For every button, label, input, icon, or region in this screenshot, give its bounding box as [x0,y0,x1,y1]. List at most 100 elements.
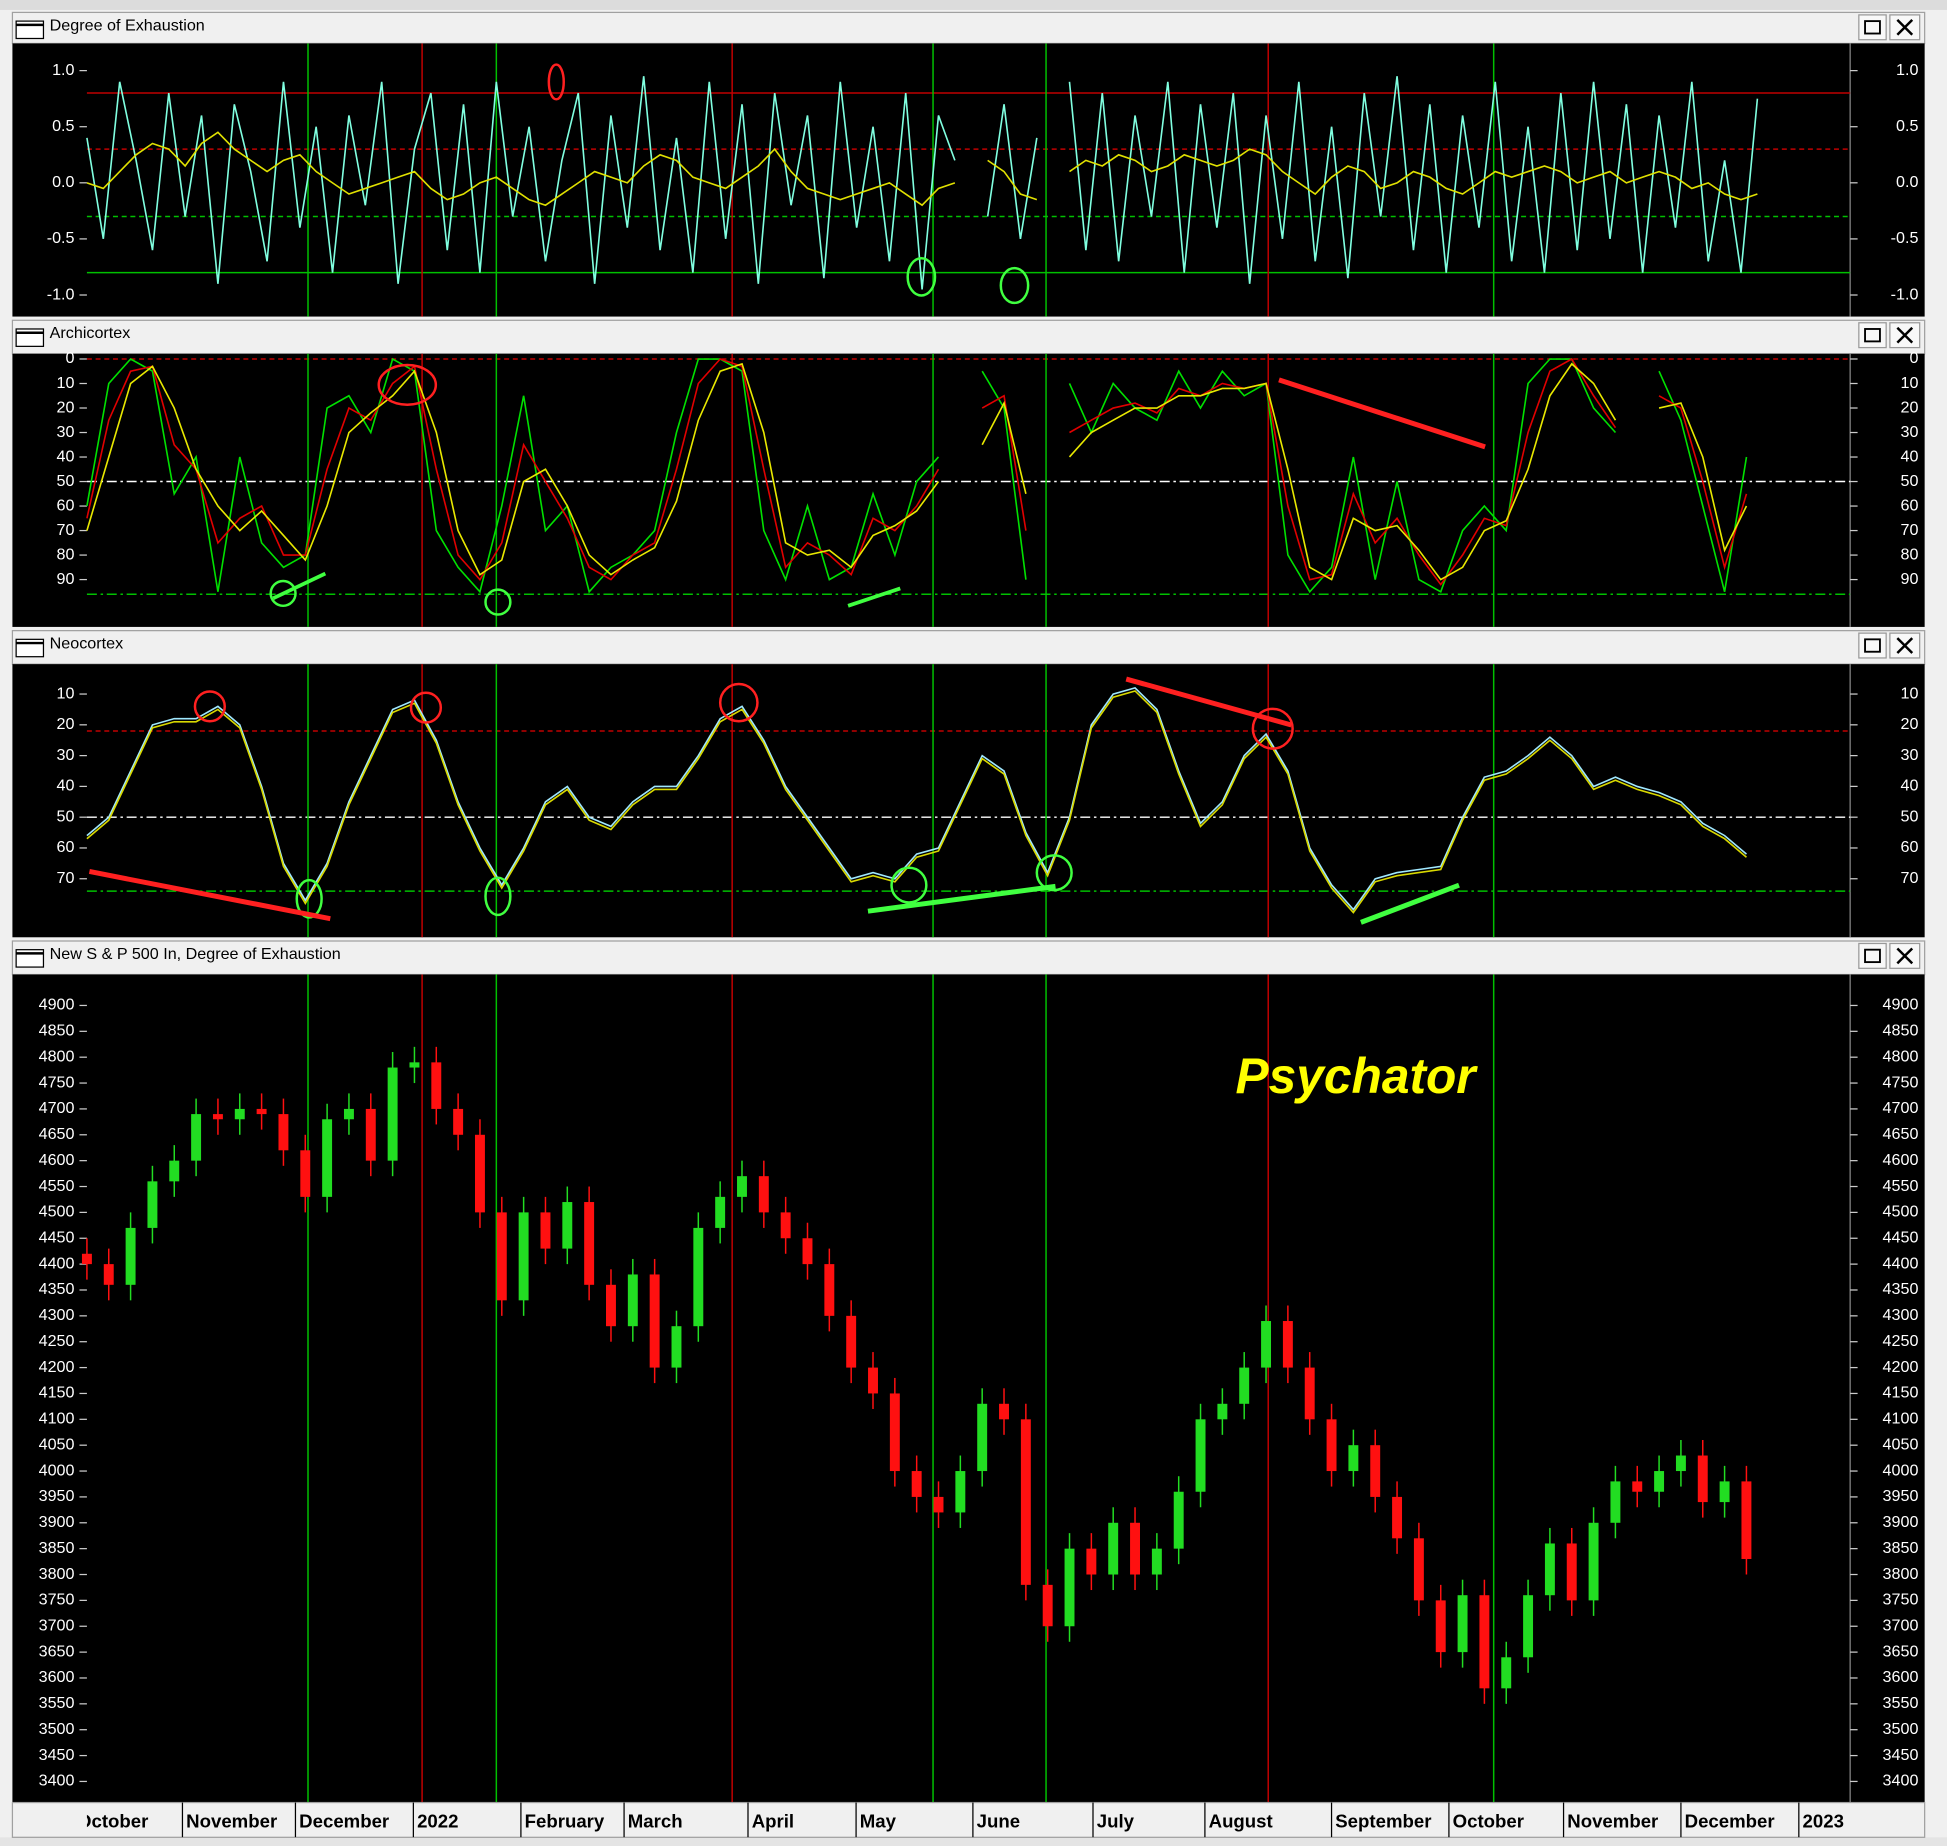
candle-body [1610,1481,1621,1523]
maximize-button[interactable] [1858,942,1887,969]
maximize-button[interactable] [1858,14,1887,41]
x-tick-label: February [525,1810,605,1831]
candle-body [540,1212,551,1249]
y-tick-label: 4750 [39,1073,75,1091]
y-tick-label-right: 4750 [1883,1073,1919,1091]
candle-body [169,1160,180,1182]
y-tick-label: 4200 [39,1358,75,1376]
candle-body [562,1202,573,1249]
panel-title: Neocortex [50,635,124,653]
candle-body [1020,1419,1031,1585]
x-tick-label: 2023 [1803,1810,1844,1831]
x-tick-label: December [299,1810,389,1831]
series-line [86,357,1748,594]
y-tick-label-right: 4500 [1883,1203,1919,1221]
candle-body [212,1114,223,1120]
y-tick-label-right: 3900 [1883,1513,1919,1531]
close-icon [1896,326,1914,344]
candle-body [1326,1419,1337,1472]
candle-body [409,1062,420,1068]
candle-body [1348,1445,1359,1472]
y-tick-label-right: 50 [1901,472,1919,490]
y-tick-label: 4650 [39,1125,75,1143]
panel-title: Archicortex [50,324,131,342]
y-tick-label-right: 4300 [1883,1306,1919,1324]
candle-body [322,1119,333,1197]
y-tick-label: 3600 [39,1668,75,1686]
y-tick-label: 70 [57,521,75,539]
annotation-circle [1251,707,1294,750]
close-icon [1896,947,1914,965]
panel-title: New S & P 500 In, Degree of Exhaustion [50,945,341,963]
candle-body [496,1212,507,1301]
y-tick-label-right: 20 [1901,715,1919,733]
y-tick-label: 4450 [39,1229,75,1247]
y-tick-label-right: 4100 [1883,1410,1919,1428]
y-tick-label-right: 4000 [1883,1461,1919,1479]
y-tick-label: 3700 [39,1617,75,1635]
candle-body [387,1067,398,1161]
x-tick-label: October [1453,1810,1524,1831]
close-icon [1896,637,1914,654]
x-tick-label: October [77,1810,148,1831]
y-tick-label-right: 4350 [1883,1280,1919,1298]
y-tick-label: 40 [57,447,75,465]
x-tick-label: March [628,1810,683,1831]
candle-body [1304,1367,1315,1420]
series-line [86,690,1747,914]
y-tick-label: 4700 [39,1099,75,1117]
candle-body [1719,1481,1730,1503]
y-tick-label: 0.0 [52,173,74,191]
candle-body [1392,1496,1403,1539]
maximize-button[interactable] [1858,632,1887,659]
y-tick-label: -0.5 [47,229,75,247]
candle-body [780,1212,791,1239]
annotation-circle [906,256,937,297]
annotation-trend-line [1125,676,1293,728]
y-tick-label-right: 3750 [1883,1591,1919,1609]
y-tick-label-right: 3650 [1883,1642,1919,1660]
y-tick-label: 3800 [39,1565,75,1583]
y-tick-label-right: 3950 [1883,1487,1919,1505]
x-tick-label: May [860,1810,897,1831]
y-tick-label-right: 0 [1909,349,1918,367]
x-tick-label: April [752,1810,794,1831]
candle-body [868,1367,878,1394]
candle-body [671,1326,682,1368]
candle-body [584,1202,595,1285]
y-tick-label-right: 70 [1901,521,1919,539]
candle-body [474,1134,485,1213]
y-tick-label-right: 1.0 [1896,61,1918,79]
y-tick-label-right: 3800 [1883,1565,1919,1583]
candle-body [1413,1538,1424,1601]
y-tick-label-right: 4600 [1883,1151,1919,1169]
candle-body [1654,1471,1665,1492]
annotation-circle [484,588,512,616]
maximize-button[interactable] [1858,322,1887,349]
y-tick-label: 50 [57,807,75,825]
y-tick-label: 0 [66,349,75,367]
candle-body [977,1403,988,1472]
candle-body [1479,1595,1490,1689]
series-line [86,362,1748,581]
maximize-icon [1864,638,1881,653]
y-tick-label: 3450 [39,1746,75,1764]
close-button[interactable] [1889,942,1921,969]
panel-title: Degree of Exhaustion [50,16,205,34]
y-tick-label-right: 4900 [1883,996,1919,1014]
candle-body [1239,1367,1250,1404]
plot-background [12,43,1925,317]
scrollbar[interactable] [0,1837,1947,1846]
y-tick-label: 20 [57,398,75,416]
candle-body [1173,1491,1184,1549]
y-tick-label-right: 90 [1901,570,1919,588]
candle-body [147,1181,158,1228]
candle-body [911,1471,922,1497]
y-tick-label-right: 4850 [1883,1022,1919,1040]
candle-body [1261,1321,1272,1368]
candle-body [846,1315,857,1368]
y-tick-label-right: 3500 [1883,1720,1919,1738]
y-tick-label: 4800 [39,1047,75,1065]
y-tick-label: 4350 [39,1280,75,1298]
